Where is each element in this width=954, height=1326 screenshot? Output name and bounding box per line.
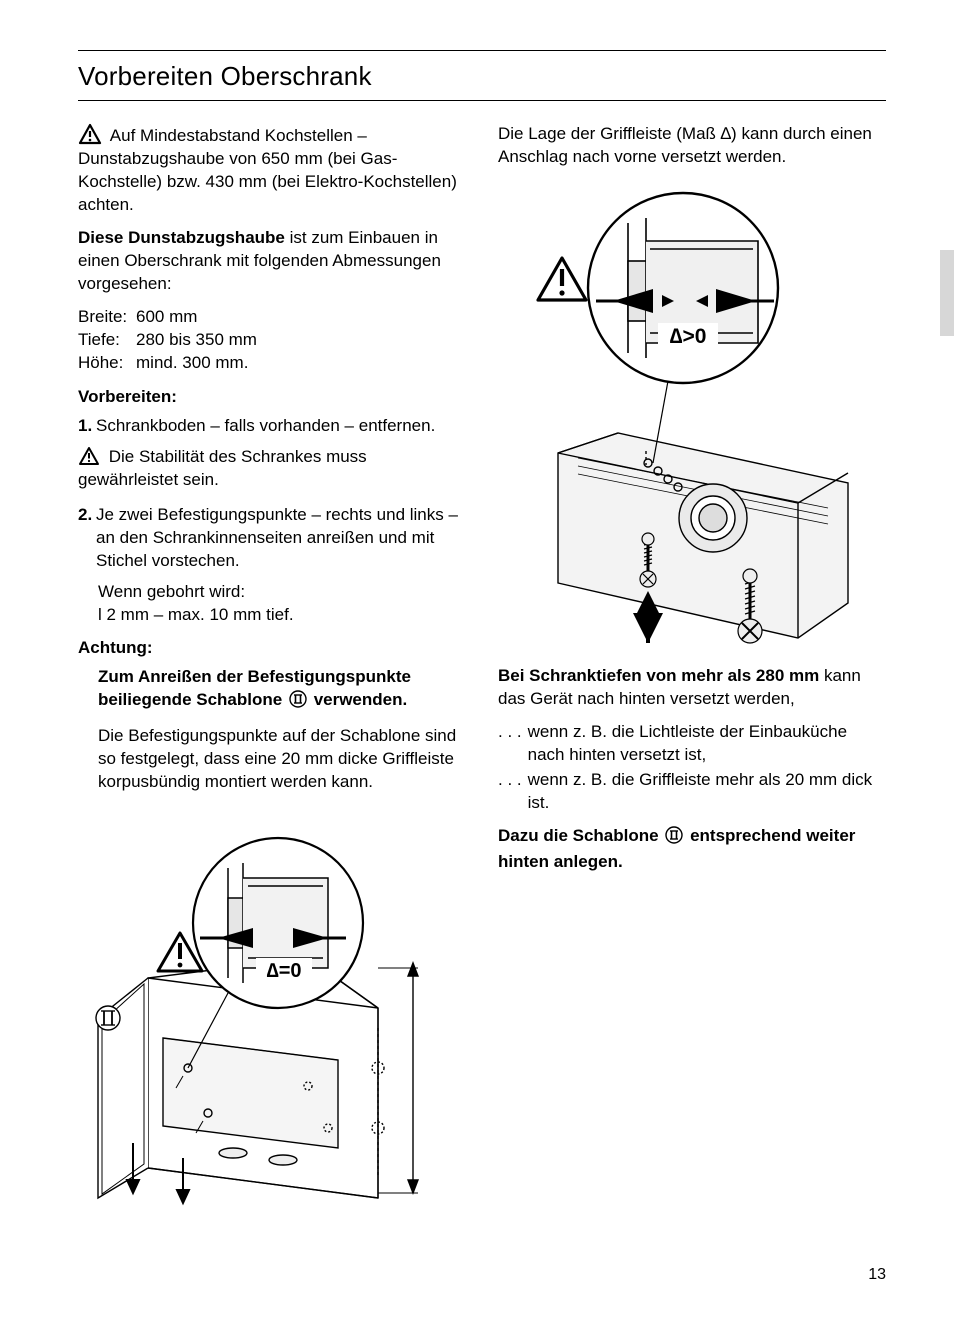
final-a: Dazu die Schablone [498, 826, 659, 845]
left-column: Auf Mindestabstand Kochstellen – Dunstab… [78, 123, 466, 1219]
intro-warning: Auf Mindestabstand Kochstellen – Dunstab… [78, 123, 466, 217]
step-2-sub2: l 2 mm – max. 10 mm tief. [98, 604, 466, 627]
right-column: Die Lage der Griffleiste (Maß ∆) kann du… [498, 123, 886, 1219]
dim-depth-value: 280 bis 350 mm [136, 329, 257, 352]
depth-para: Bei Schranktiefen von mehr als 280 mm ka… [498, 665, 886, 711]
dim-depth-label: Tiefe: [78, 329, 136, 352]
step-2: 2. Je zwei Befestigungspunkte – rechts u… [78, 504, 466, 573]
step-1-num: 1. [78, 415, 96, 438]
figure-delta-gt-zero: ∆>0 [498, 183, 886, 653]
cond-2-text: wenn z. B. die Griffleiste mehr als 20 m… [528, 769, 886, 815]
intro-warning-text: Auf Mindestabstand Kochstellen – Dunstab… [78, 126, 457, 214]
cond-2: . . . wenn z. B. die Griffleiste mehr al… [498, 769, 886, 815]
step-1-warning: Die Stabilität des Schrankes muss gewähr… [78, 446, 466, 492]
depth-bold: Bei Schranktiefen von mehr als 280 mm [498, 666, 819, 685]
step-1-body: Schrankboden – falls vorhanden – entfern… [96, 415, 466, 438]
steps-list: 1. Schrankboden – falls vorhanden – entf… [78, 415, 466, 438]
purpose-para: Diese Dunstabzugshaube ist zum Ein­bauen… [78, 227, 466, 296]
prepare-head: Vorbereiten: [78, 386, 466, 409]
template-ii-icon [665, 826, 683, 851]
dots: . . . [498, 721, 528, 767]
dim-width-value: 600 mm [136, 306, 197, 329]
dimensions: Breite:600 mm Tiefe:280 bis 350 mm Höhe:… [78, 306, 466, 375]
step-2-num: 2. [78, 504, 96, 573]
cond-1-text: wenn z. B. die Lichtleiste der Einbauküc… [528, 721, 886, 767]
cond-1: . . . wenn z. B. die Lichtleiste der Ein… [498, 721, 886, 767]
conditions-list: . . . wenn z. B. die Lichtleiste der Ein… [498, 721, 886, 815]
top-rule [78, 50, 886, 51]
page-title: Vorbereiten Oberschrank [78, 57, 886, 101]
purpose-prefix: Diese Dunstabzugshaube [78, 228, 285, 247]
attention-bold: Zum Anreißen der Befestigungs­punkte bei… [78, 666, 466, 715]
columns: Auf Mindestabstand Kochstellen – Dunstab… [78, 123, 886, 1219]
dim-height-label: Höhe: [78, 352, 136, 375]
final-instruction: Dazu die Schablone entsprechend weiter h… [498, 825, 886, 874]
warning-icon [78, 446, 100, 466]
dim-width-label: Breite: [78, 306, 136, 329]
page-number: 13 [868, 1264, 886, 1286]
figure-delta-zero: ∆=0 [78, 808, 466, 1208]
attention-body: Die Befestigungspunkte auf der Schablone… [78, 725, 466, 794]
right-intro: Die Lage der Griffleiste (Maß ∆) kann du… [498, 123, 886, 169]
fig1-delta-label: ∆=0 [266, 960, 301, 982]
dots: . . . [498, 769, 528, 815]
fig2-delta-label: ∆>0 [670, 325, 707, 348]
template-ii-icon [289, 690, 307, 715]
step-2-sub: Wenn gebohrt wird: l 2 mm – max. 10 mm t… [98, 581, 466, 627]
step-2-body: Je zwei Befestigungspunkte – rechts und … [96, 504, 466, 573]
warning-icon [78, 123, 102, 145]
step-2-sub1: Wenn gebohrt wird: [98, 581, 466, 604]
dim-height-value: mind. 300 mm. [136, 352, 248, 375]
step-1: 1. Schrankboden – falls vorhanden – entf… [78, 415, 466, 438]
steps-list-2: 2. Je zwei Befestigungspunkte – rechts u… [78, 504, 466, 573]
side-tab [940, 250, 954, 336]
attention-head: Achtung: [78, 637, 466, 660]
attention-bold-b: verwenden. [314, 690, 408, 709]
step-1-warning-text: Die Stabilität des Schrankes muss gewähr… [78, 447, 367, 489]
